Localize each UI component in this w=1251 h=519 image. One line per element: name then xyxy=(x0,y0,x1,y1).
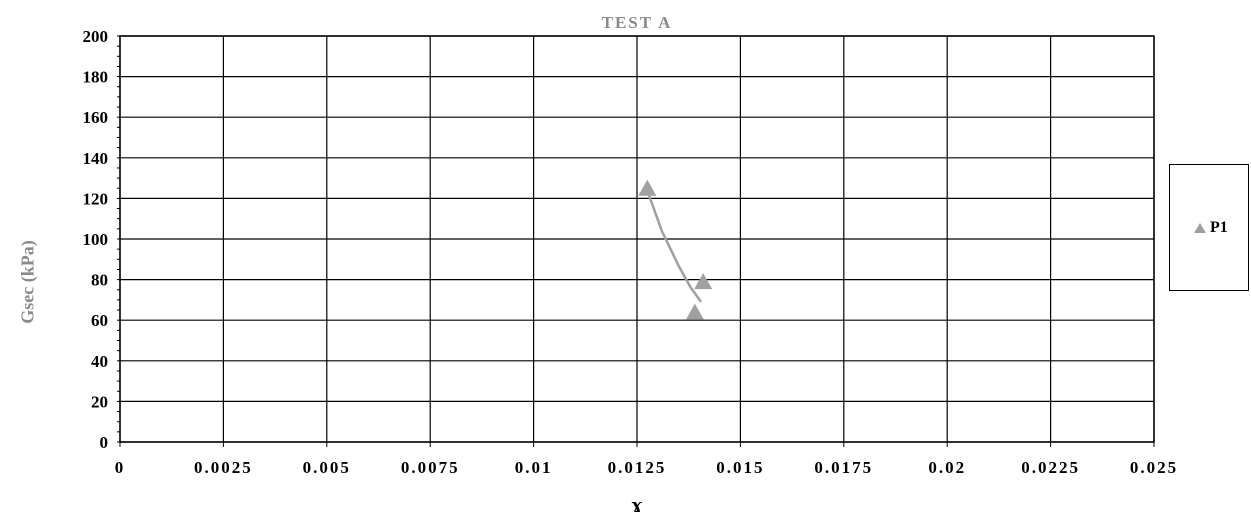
x-tick-label: 0.015 xyxy=(716,458,764,477)
triangle-marker-icon xyxy=(1194,223,1206,233)
x-tick-label: 0.0225 xyxy=(1021,458,1080,477)
y-tick-label: 140 xyxy=(83,149,109,168)
x-tick-label: 0.005 xyxy=(303,458,351,477)
trendline xyxy=(646,189,703,303)
data-point xyxy=(638,179,657,196)
x-tick-label: 0.0125 xyxy=(608,458,667,477)
x-tick-label: 0.0025 xyxy=(194,458,253,477)
plot-frame xyxy=(119,35,1155,443)
x-tick-label: 0.0075 xyxy=(401,458,460,477)
y-tick-label: 0 xyxy=(100,433,109,452)
legend-item-p1: P1 xyxy=(1194,219,1228,237)
legend: P1 xyxy=(1169,164,1249,291)
x-tick-label: 0.01 xyxy=(515,458,553,477)
y-tick-label: 60 xyxy=(91,311,108,330)
y-tick-label: 20 xyxy=(91,392,108,411)
data-point xyxy=(694,273,713,290)
y-tick-label: 40 xyxy=(91,352,108,371)
x-tick-label: 0.025 xyxy=(1130,458,1178,477)
y-tick-label: 80 xyxy=(91,271,108,290)
y-tick-label: 180 xyxy=(83,68,109,87)
x-tick-label: 0.02 xyxy=(928,458,966,477)
y-tick-label: 100 xyxy=(83,230,109,249)
legend-label: P1 xyxy=(1210,219,1228,236)
y-tick-label: 200 xyxy=(83,27,109,46)
data-point xyxy=(685,303,704,320)
y-tick-label: 120 xyxy=(83,189,109,208)
x-axis-label: ɤ xyxy=(631,492,643,517)
x-tick-label: 0.0175 xyxy=(814,458,873,477)
y-tick-label: 160 xyxy=(83,108,109,127)
chart-title: TEST A xyxy=(601,13,673,32)
x-tick-label: 0 xyxy=(115,458,126,477)
